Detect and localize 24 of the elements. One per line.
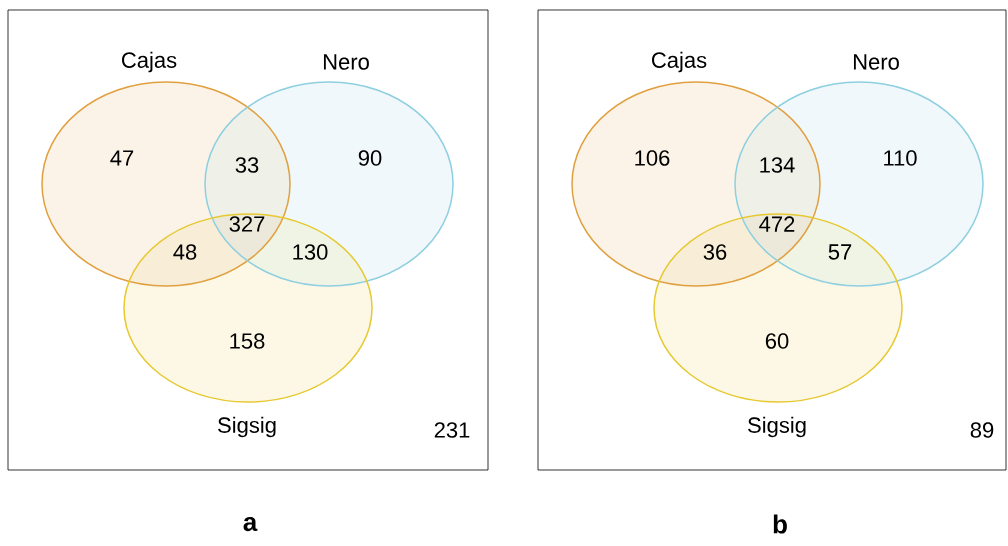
data-label: 472 — [759, 216, 795, 232]
data-label: 47 — [110, 150, 134, 166]
data-label: 158 — [230, 333, 265, 349]
text: a — [243, 516, 258, 532]
text: Cajas — [652, 51, 707, 73]
data-label: 106 — [635, 150, 670, 166]
data-label: 33 — [235, 157, 259, 173]
text: Sigsig — [748, 416, 806, 438]
data-label: 231 — [434, 422, 470, 438]
data-label: 60 — [765, 333, 789, 349]
data-label: 36 — [703, 244, 727, 260]
data-label: 134 — [760, 157, 795, 173]
data-label: 48 — [173, 244, 197, 260]
data-label: 89 — [970, 422, 994, 438]
text: Cajas — [121, 51, 177, 73]
text: Sigsig — [218, 416, 276, 438]
text: b — [773, 514, 787, 534]
data-label: 130 — [293, 244, 328, 260]
data-label: 110 — [884, 150, 917, 166]
data-label: 327 — [229, 216, 265, 232]
text: Nero — [323, 54, 369, 70]
text: Nero — [853, 54, 899, 70]
data-label: 57 — [828, 244, 852, 260]
data-label: 90 — [358, 150, 382, 166]
